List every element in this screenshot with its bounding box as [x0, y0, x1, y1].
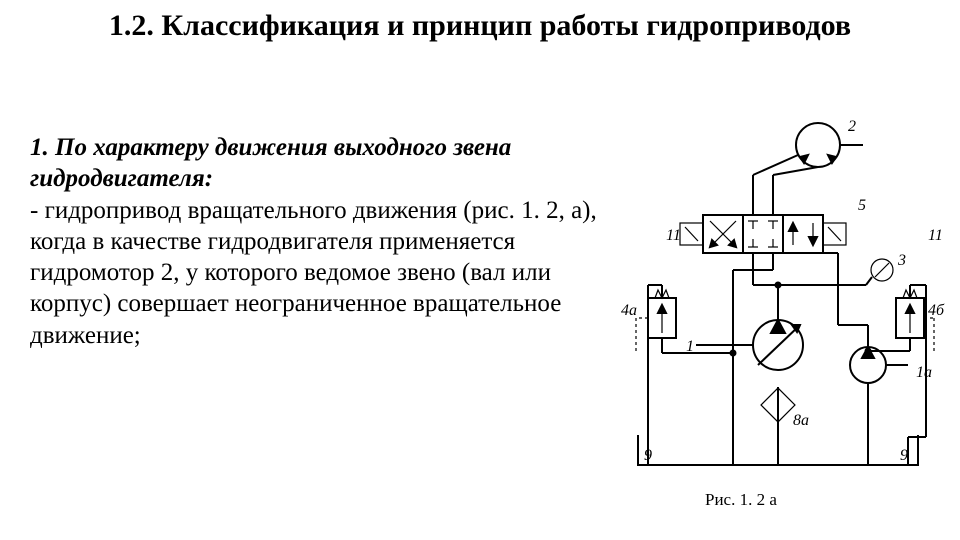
slide-title: 1.2. Классификация и принцип работы гидр…	[0, 8, 960, 44]
label-9l: 9	[644, 447, 652, 464]
body-lead: 1. По характеру движения выходного звена…	[30, 134, 511, 192]
hydraulic-schematic: 2 5 3 11 11 4а 4б 1 1а 8а 9 9	[608, 115, 948, 475]
label-4a: 4а	[621, 302, 637, 319]
directional-valve-icon	[680, 215, 846, 253]
label-9r: 9	[900, 447, 908, 464]
label-2: 2	[848, 118, 856, 135]
label-11l: 11	[666, 227, 681, 244]
label-8a: 8а	[793, 412, 809, 429]
label-1: 1	[686, 338, 694, 355]
body-rest: - гидропривод вращательного движения (ри…	[30, 197, 597, 349]
label-1a: 1а	[916, 364, 932, 381]
figure-caption: Рис. 1. 2 а	[705, 490, 777, 510]
slide: 1.2. Классификация и принцип работы гидр…	[0, 0, 960, 540]
title-text: 1.2. Классификация и принцип работы гидр…	[109, 9, 851, 42]
label-11r: 11	[928, 227, 943, 244]
label-5: 5	[858, 197, 866, 214]
label-3: 3	[897, 252, 906, 269]
relief-valve-left-icon	[636, 285, 736, 465]
caption-text: Рис. 1. 2 а	[705, 490, 777, 509]
body-text: 1. По характеру движения выходного звена…	[30, 132, 610, 351]
label-4b: 4б	[928, 302, 945, 319]
